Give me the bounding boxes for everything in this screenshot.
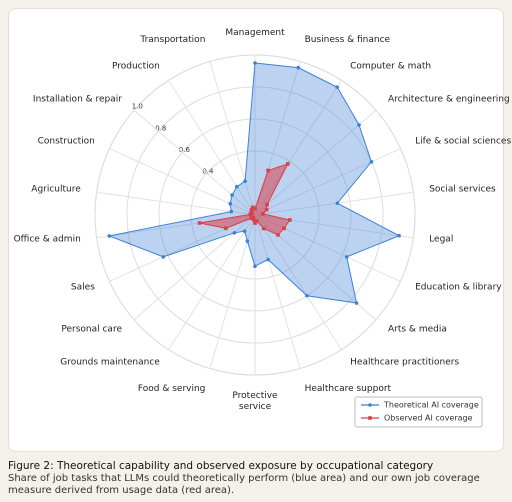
category-label: Protective service — [232, 391, 278, 412]
point — [250, 205, 255, 210]
chart-title: Figure 2: Theoretical capability and obs… — [8, 460, 434, 472]
spoke — [254, 148, 401, 216]
r-tick-label: 0.4 — [202, 168, 214, 176]
point — [249, 207, 254, 212]
category-label: Business & finance — [304, 35, 391, 46]
point — [249, 216, 254, 220]
point — [288, 218, 292, 222]
category-label: Office & admin — [13, 234, 81, 245]
point — [261, 226, 266, 231]
point — [282, 226, 286, 231]
point — [357, 123, 361, 127]
spoke — [96, 191, 256, 216]
point — [253, 206, 257, 211]
legend-label: Observed AI coverage — [384, 414, 473, 423]
point — [230, 193, 234, 197]
category-label: Sales — [70, 282, 95, 293]
point — [224, 226, 228, 231]
r-tick-label: 0.6 — [179, 146, 191, 154]
legend-marker — [368, 416, 372, 420]
category-label: Installation & repair — [32, 94, 122, 105]
point — [197, 221, 202, 225]
point — [261, 212, 265, 216]
chart-card — [8, 8, 504, 452]
r-tick-label: 0.8 — [155, 124, 166, 132]
point — [335, 85, 339, 89]
point — [265, 202, 269, 207]
point — [251, 217, 256, 222]
point — [232, 231, 237, 235]
legend-box — [354, 396, 483, 428]
point — [161, 255, 166, 259]
point — [369, 160, 374, 164]
point — [107, 234, 112, 238]
point — [245, 239, 250, 243]
category-label: Life & social sciences — [415, 136, 512, 147]
chart-subtitle: Share of job tasks that LLMs could theor… — [8, 473, 480, 496]
point — [266, 257, 270, 262]
point — [276, 233, 280, 237]
spoke — [254, 109, 377, 216]
point — [255, 219, 259, 223]
legend-marker — [368, 403, 372, 407]
point — [243, 179, 247, 184]
spoke — [254, 191, 414, 216]
category-label: Social services — [429, 184, 496, 195]
spoke — [254, 214, 301, 369]
spoke — [133, 109, 256, 216]
point — [335, 201, 340, 205]
category-label: Healthcare practitioners — [350, 357, 460, 368]
point — [235, 184, 239, 189]
spoke — [254, 214, 342, 350]
point — [248, 212, 253, 217]
spoke — [168, 80, 256, 216]
category-label: Architecture & engineering — [388, 94, 510, 105]
spoke — [209, 61, 256, 216]
category-label: Education & library — [415, 282, 502, 293]
point — [305, 293, 309, 298]
point — [249, 210, 254, 214]
point — [253, 221, 257, 225]
category-label: Construction — [37, 136, 95, 147]
point — [286, 162, 290, 166]
point — [354, 301, 359, 305]
point — [250, 211, 254, 216]
point — [253, 264, 257, 269]
point — [228, 201, 233, 206]
r-tick-label: 1.0 — [132, 103, 143, 111]
point — [296, 65, 301, 70]
chart: 0.4 0.6 0.8 1.0 Theoretical AI coverage Obser… — [94, 54, 483, 428]
category-label: Management — [225, 28, 285, 38]
category-label: Production — [111, 61, 160, 72]
category-label: Legal — [429, 234, 454, 245]
category-label: Food & serving — [137, 383, 206, 394]
category-label: Arts & media — [388, 324, 447, 335]
point — [251, 215, 256, 220]
point — [264, 207, 269, 212]
point — [266, 168, 270, 173]
category-label: Grounds maintenance — [60, 357, 160, 368]
point — [344, 255, 349, 259]
category-label: Transportation — [140, 35, 206, 46]
category-label: Healthcare support — [304, 383, 392, 394]
point — [229, 209, 234, 214]
category-label: Computer & math — [350, 61, 432, 72]
legend-label: Theoretical AI coverage — [383, 401, 479, 410]
point — [242, 229, 247, 233]
spoke — [168, 214, 256, 350]
category-label: Personal care — [61, 324, 122, 335]
point — [397, 233, 401, 238]
category-label: Agriculture — [31, 184, 81, 195]
point — [253, 61, 257, 65]
